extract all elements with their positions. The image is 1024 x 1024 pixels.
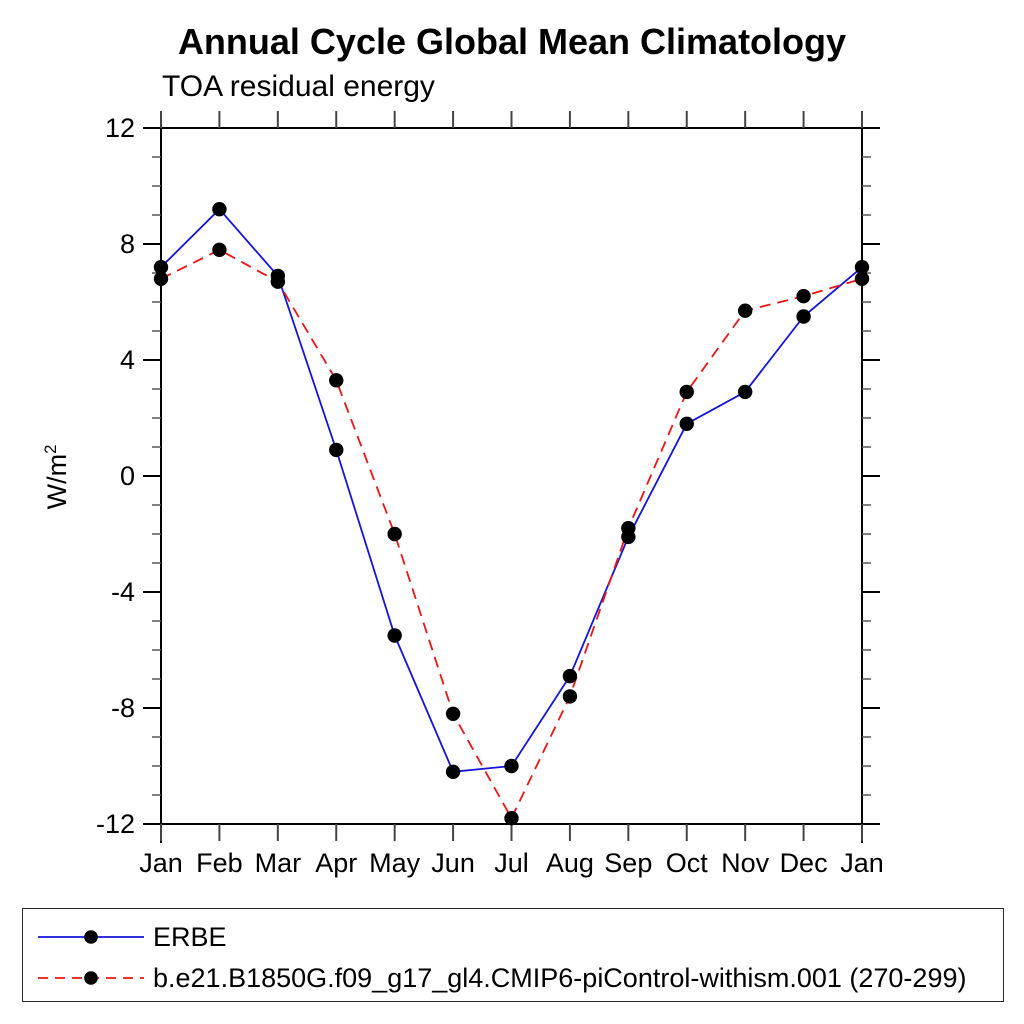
tick-label: -12 bbox=[96, 809, 135, 839]
data-point-marker bbox=[387, 628, 402, 643]
data-point-marker bbox=[562, 668, 578, 684]
legend-sample-marker bbox=[84, 971, 98, 985]
tick-label: Sep bbox=[604, 848, 652, 878]
legend-item-model: b.e21.B1850G.f09_g17_gl4.CMIP6-piControl… bbox=[35, 962, 967, 993]
data-point-marker bbox=[329, 373, 344, 388]
legend-line-sample-dashed bbox=[38, 971, 144, 985]
data-point-marker bbox=[679, 384, 694, 400]
legend-label-model: b.e21.B1850G.f09_g17_gl4.CMIP6-piControl… bbox=[153, 962, 967, 993]
series-line-dashed bbox=[160, 248, 863, 821]
data-point-marker bbox=[270, 274, 286, 289]
chart-title: Annual Cycle Global Mean Climatology bbox=[177, 21, 847, 62]
data-point-marker bbox=[212, 202, 227, 217]
data-point-marker bbox=[854, 260, 870, 275]
data-point-marker bbox=[445, 706, 461, 721]
tick-label: Nov bbox=[721, 848, 770, 878]
chart-subtitle: TOA residual energy bbox=[162, 70, 435, 103]
data-point-marker bbox=[796, 309, 811, 324]
series-line-solid bbox=[160, 207, 863, 773]
data-point-marker bbox=[737, 384, 753, 400]
legend: ERBE b.e21.B1850G.f09_g17_gl4.CMIP6-piCo… bbox=[22, 908, 1004, 1002]
tick-label: Feb bbox=[196, 848, 243, 878]
data-point-marker bbox=[504, 758, 519, 774]
legend-line-sample-solid bbox=[38, 930, 144, 944]
data-point-marker bbox=[153, 260, 169, 275]
data-point-marker bbox=[212, 242, 227, 257]
tick-label: Jun bbox=[431, 848, 475, 878]
plot-area: -12 -8 -4 0 4 8 12 Jan Feb Mar Apr May Jun Jul Aug Sep O… bbox=[96, 111, 884, 878]
tick-label: Jul bbox=[494, 848, 529, 878]
tick-label: -4 bbox=[111, 577, 135, 607]
tick-label: Oct bbox=[666, 848, 709, 878]
tick-label: Mar bbox=[255, 848, 302, 878]
tick-label: May bbox=[369, 848, 421, 878]
data-point-marker bbox=[796, 289, 811, 304]
tick-label: 12 bbox=[105, 113, 135, 143]
tick-label: Jan bbox=[840, 848, 884, 878]
data-point-marker bbox=[387, 526, 402, 542]
tick-label: Apr bbox=[315, 848, 357, 878]
tick-label: Jan bbox=[139, 848, 183, 878]
tick-label: Aug bbox=[546, 848, 594, 878]
legend-label-erbe: ERBE bbox=[153, 921, 227, 952]
legend-sample-marker bbox=[84, 930, 98, 944]
legend-item-erbe: ERBE bbox=[35, 921, 227, 952]
data-point-marker bbox=[854, 271, 870, 286]
tick-label: 4 bbox=[120, 345, 135, 375]
tick-label: Dec bbox=[780, 848, 828, 878]
data-point-marker bbox=[329, 442, 344, 458]
data-point-marker bbox=[504, 811, 519, 826]
data-point-marker bbox=[445, 764, 461, 779]
tick-label: -8 bbox=[111, 693, 135, 723]
tick-label: 0 bbox=[120, 461, 135, 491]
data-point-marker bbox=[737, 303, 753, 318]
data-point-marker bbox=[153, 271, 169, 286]
tick-label: 8 bbox=[120, 229, 135, 259]
data-point-marker bbox=[562, 689, 578, 704]
data-point-marker bbox=[679, 416, 694, 431]
data-point-marker bbox=[621, 521, 636, 536]
